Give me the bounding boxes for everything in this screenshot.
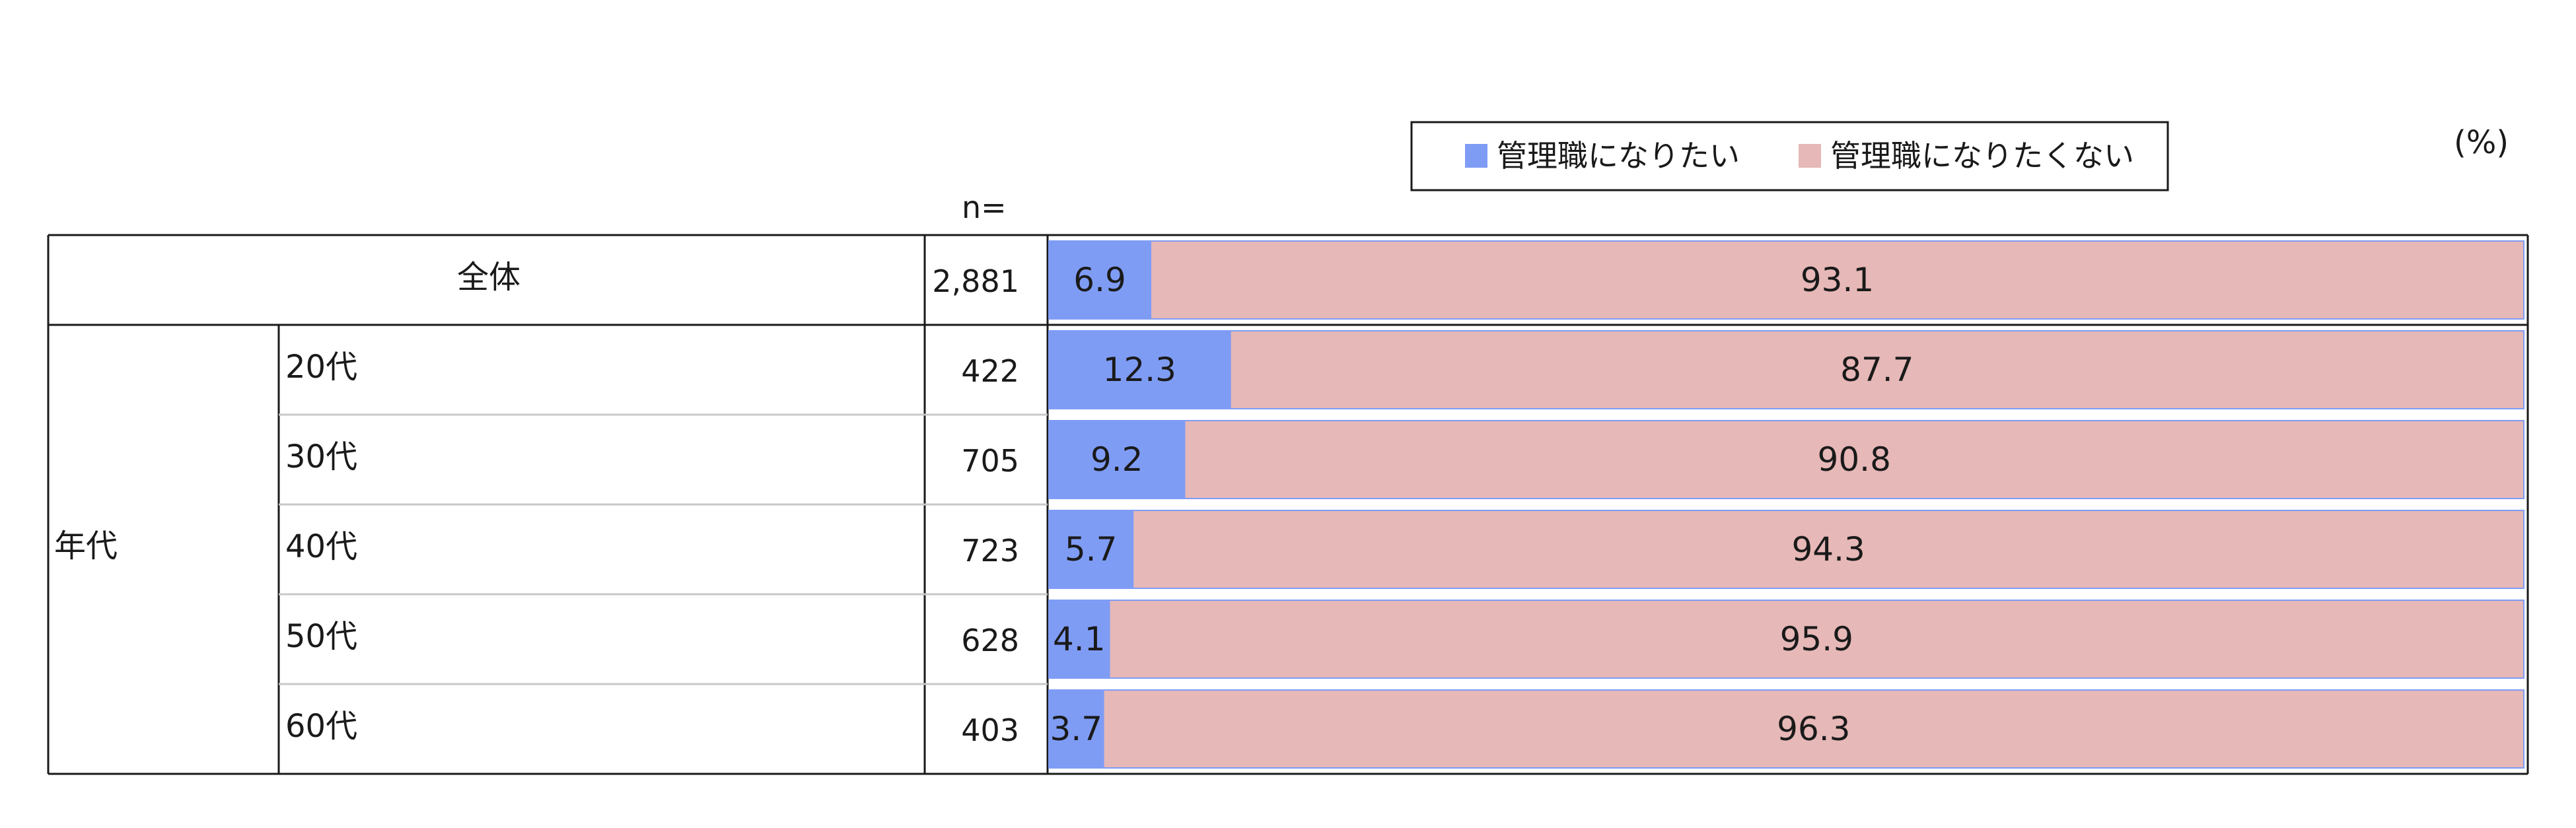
legend-swatch-not-want <box>1799 144 1821 168</box>
row-label-20s: 20代 <box>285 349 357 386</box>
bar-not-want <box>1132 510 2524 589</box>
n-value-30s: 705 <box>961 443 1019 479</box>
n-value-60s: 403 <box>961 712 1019 748</box>
data-label-want: 9.2 <box>1091 440 1143 479</box>
n-value-20s: 422 <box>961 353 1019 389</box>
n-header: n= <box>962 190 1007 225</box>
data-label-not-want: 87.7 <box>1840 351 1914 389</box>
row-label-60s: 60代 <box>285 708 357 745</box>
unit-label: (%) <box>2454 124 2509 161</box>
row-label-30s: 30代 <box>285 438 357 475</box>
group-label-age: 年代 <box>54 528 118 565</box>
data-label-want: 3.7 <box>1050 710 1103 748</box>
data-label-want: 6.9 <box>1073 261 1126 299</box>
data-label-want: 4.1 <box>1053 620 1106 658</box>
table-grid <box>47 234 2529 775</box>
bar-not-want <box>1184 420 2524 499</box>
row-label-50s: 50代 <box>285 618 357 655</box>
bar-want <box>1048 600 1110 679</box>
legend-swatch-want <box>1465 144 1487 168</box>
row-label-total: 全体 <box>457 259 520 296</box>
legend-box <box>1410 121 2169 191</box>
n-value-40s: 723 <box>961 533 1019 569</box>
bar-not-want <box>1229 330 2524 409</box>
data-label-not-want: 90.8 <box>1818 440 1891 479</box>
data-label-not-want: 96.3 <box>1777 710 1850 748</box>
bar-not-want <box>1150 240 2525 320</box>
bar-want <box>1048 240 1152 320</box>
data-label-not-want: 95.9 <box>1780 620 1853 658</box>
row-label-40s: 40代 <box>285 528 357 565</box>
bar-not-want <box>1108 600 2524 679</box>
n-value-total: 2,881 <box>932 263 1019 299</box>
bar-want <box>1048 330 1231 409</box>
bar-want <box>1048 420 1186 499</box>
data-label-not-want: 94.3 <box>1791 530 1865 569</box>
bars-layer: 6.9 93.1 12.3 87.7 9.2 90.8 5.7 94.3 4.1 95.9 3.7 9… <box>1048 240 2525 769</box>
legend-label-not-want: 管理職になりたくない <box>1830 138 2134 174</box>
data-label-want: 5.7 <box>1065 530 1118 569</box>
n-value-50s: 628 <box>961 623 1019 658</box>
legend-label-want: 管理職になりたい <box>1497 138 1740 174</box>
bar-not-want <box>1102 689 2524 769</box>
data-label-not-want: 93.1 <box>1801 261 1874 299</box>
data-label-want: 12.3 <box>1103 351 1176 389</box>
